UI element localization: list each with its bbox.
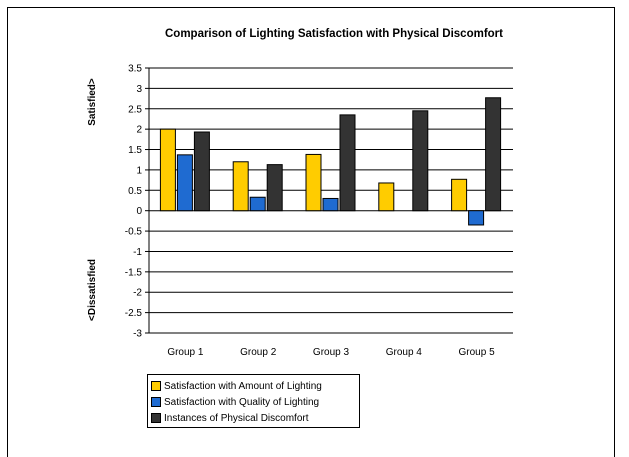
x-tick-label: Group 4 <box>386 347 423 358</box>
bar <box>378 182 395 212</box>
y-axis-label-dissatisfied: <Dissatisfied <box>87 259 98 321</box>
y-tick-label: -2.5 <box>125 308 143 319</box>
x-tick-label: Group 2 <box>240 347 277 358</box>
x-tick-label: Group 3 <box>313 347 350 358</box>
y-tick-label: 3 <box>136 84 142 95</box>
bar <box>412 110 429 212</box>
bar <box>305 153 322 212</box>
legend-item-quality: Satisfaction with Quality of Lighting <box>151 394 359 410</box>
bar <box>468 210 485 226</box>
y-axis-label-satisfied: Satisfied> <box>87 78 98 126</box>
legend-item-discomfort: Instances of Physical Discomfort <box>151 410 359 426</box>
y-tick-label: 1.5 <box>128 145 142 156</box>
legend-label-discomfort: Instances of Physical Discomfort <box>164 412 309 424</box>
chart-title: Comparison of Lighting Satisfaction with… <box>165 28 503 40</box>
legend-item-amount: Satisfaction with Amount of Lighting <box>151 378 359 394</box>
x-tick-label: Group 5 <box>459 347 496 358</box>
bar <box>485 97 502 212</box>
legend-swatch-amount <box>151 381 161 391</box>
y-tick-label: -0.5 <box>125 227 143 238</box>
bar <box>176 154 193 212</box>
bar <box>322 197 339 212</box>
legend-label-quality: Satisfaction with Quality of Lighting <box>164 396 320 408</box>
y-tick-label: -1 <box>133 247 142 258</box>
legend-swatch-quality <box>151 397 161 407</box>
y-tick-label: 1 <box>136 165 142 176</box>
y-tick-label: 2.5 <box>128 104 142 115</box>
bar <box>339 114 356 212</box>
bar <box>266 164 283 212</box>
chart-frame <box>7 7 615 457</box>
bar <box>249 196 266 212</box>
y-tick-label: 0.5 <box>128 186 142 197</box>
y-tick-label: -2 <box>133 288 142 299</box>
bar <box>193 131 210 212</box>
y-tick-label: -3 <box>133 329 142 340</box>
legend-label-amount: Satisfaction with Amount of Lighting <box>164 380 322 392</box>
y-tick-label: 3.5 <box>128 64 142 75</box>
y-tick-label: -1.5 <box>125 267 143 278</box>
legend: Satisfaction with Amount of Lighting Sat… <box>147 374 360 428</box>
legend-swatch-discomfort <box>151 413 161 423</box>
y-tick-label: 2 <box>136 125 142 136</box>
y-tick-label: 0 <box>136 206 142 217</box>
bar <box>451 178 468 212</box>
plot-area: 3.5 3 2.5 2 1.5 1 0.5 0 -0.5 -1 -1.5 -2 -2.5 -3 Group … <box>125 64 513 358</box>
x-tick-label: Group 1 <box>167 347 204 358</box>
bar <box>232 161 249 212</box>
bar <box>159 128 176 212</box>
